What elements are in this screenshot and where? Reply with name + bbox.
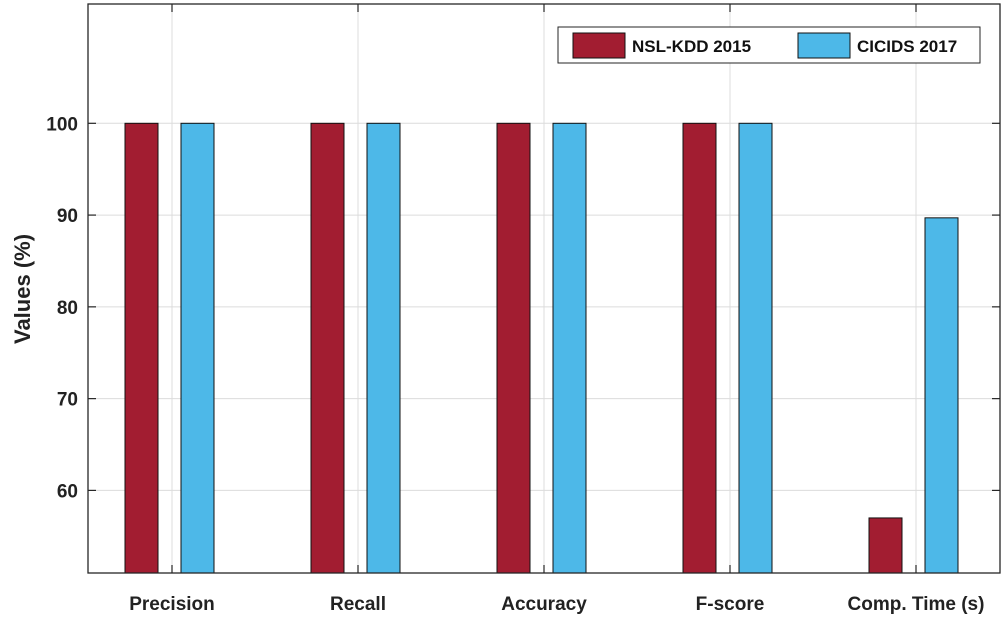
bar-nsl-kdd-1 <box>310 122 345 574</box>
y-tick-label-2: 80 <box>57 298 78 319</box>
y-tick-label-0: 60 <box>57 481 78 502</box>
x-tick-label-4: Comp. Time (s) <box>848 594 985 615</box>
legend: NSL-KDD 2015 CICIDS 2017 <box>557 26 981 64</box>
y-tick-label-1: 70 <box>57 390 78 411</box>
bars <box>124 122 959 574</box>
bar-nsl-kdd-0 <box>124 122 159 574</box>
bar-cicids-0 <box>180 122 215 574</box>
bar-cicids-3 <box>738 122 773 574</box>
y-axis-label: Values (%) <box>10 234 35 344</box>
axis-ticks: 60 70 80 90 100 Precision Recall Accuracy F-scor… <box>46 4 1000 615</box>
bar-cicids-2 <box>552 122 587 574</box>
legend-label-1: CICIDS 2017 <box>857 37 957 56</box>
bar-nsl-kdd-2 <box>496 122 531 574</box>
legend-box <box>557 26 981 64</box>
bar-cicids-4 <box>924 217 959 574</box>
bar-cicids-1 <box>366 122 401 574</box>
x-tick-label-2: Accuracy <box>501 594 587 615</box>
bar-nsl-kdd-3 <box>682 122 717 574</box>
legend-label-0: NSL-KDD 2015 <box>632 37 751 56</box>
y-tick-label-3: 90 <box>57 206 78 227</box>
x-tick-label-1: Recall <box>330 594 386 615</box>
bar-nsl-kdd-4 <box>868 517 903 574</box>
grid-lines <box>88 4 1000 573</box>
x-tick-label-3: F-score <box>696 594 765 615</box>
legend-swatch-0 <box>572 32 626 59</box>
y-tick-label-4: 100 <box>46 114 78 135</box>
x-tick-label-0: Precision <box>129 594 215 615</box>
legend-swatch-1 <box>797 32 851 59</box>
